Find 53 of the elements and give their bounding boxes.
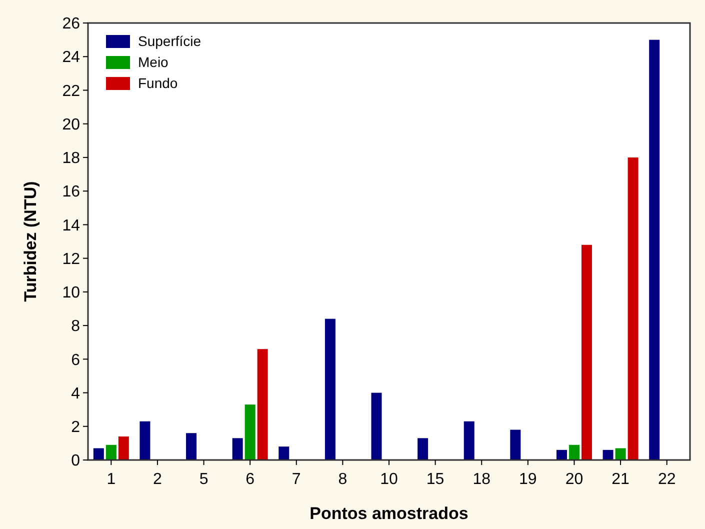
y-tick-label: 8	[71, 318, 80, 336]
bar	[628, 157, 638, 460]
x-tick-label: 1	[106, 471, 116, 488]
bar	[418, 438, 428, 460]
bar	[232, 438, 243, 460]
bar	[118, 436, 129, 460]
bar	[140, 421, 150, 460]
y-tick-label: 0	[71, 452, 80, 470]
x-tick-label: 6	[246, 471, 255, 488]
y-tick-label: 16	[62, 184, 80, 201]
bar	[615, 448, 626, 460]
y-tick-label: 14	[62, 217, 80, 234]
y-tick-label: 20	[62, 116, 80, 134]
bar	[464, 421, 474, 460]
bar	[602, 450, 614, 460]
y-tick-label: 24	[62, 49, 80, 66]
y-tick-label: 22	[62, 82, 80, 100]
x-tick-label: 5	[199, 471, 208, 488]
y-tick-label: 2	[71, 418, 80, 436]
legend-label: Superfície	[138, 32, 202, 49]
bar	[93, 448, 104, 460]
bar	[257, 349, 268, 460]
x-tick-label: 7	[292, 471, 301, 488]
bar	[278, 446, 290, 460]
x-tick-label: 10	[380, 471, 398, 488]
bar	[106, 444, 116, 460]
x-tick-label: 18	[472, 471, 491, 488]
bar	[556, 450, 567, 460]
y-axis-title: Turbidez (NTU)	[21, 181, 40, 302]
y-tick-label: 26	[62, 16, 80, 33]
x-tick-label: 19	[519, 471, 537, 488]
bar	[186, 433, 197, 460]
bar	[649, 40, 660, 460]
bar	[371, 392, 382, 460]
x-tick-label: 21	[612, 471, 630, 488]
y-tick-label: 4	[71, 385, 80, 402]
y-tick-label: 6	[71, 352, 80, 369]
bar	[324, 318, 336, 460]
y-tick-label: 10	[62, 284, 80, 302]
bar	[581, 244, 592, 460]
y-tick-label: 18	[62, 150, 80, 168]
bar	[510, 430, 521, 460]
legend-label: Fundo	[138, 74, 178, 91]
bar	[244, 404, 256, 460]
x-tick-label: 22	[658, 471, 676, 488]
x-tick-label: 8	[338, 471, 348, 488]
legend-label: Meio	[138, 54, 169, 70]
y-tick-label: 12	[62, 250, 80, 268]
x-tick-label: 2	[153, 471, 162, 488]
x-tick-label: 20	[565, 471, 584, 488]
x-tick-label: 15	[426, 471, 444, 488]
x-axis-title: Pontos amostrados	[310, 504, 468, 523]
bar	[568, 444, 580, 460]
